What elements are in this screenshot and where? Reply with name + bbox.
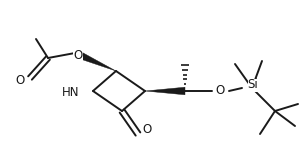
Text: HN: HN — [61, 86, 79, 99]
Text: O: O — [73, 49, 83, 62]
Text: Si: Si — [248, 79, 258, 91]
Text: O: O — [142, 123, 151, 136]
Text: O: O — [16, 74, 25, 86]
Polygon shape — [73, 49, 116, 71]
Text: O: O — [215, 84, 225, 97]
Polygon shape — [145, 87, 185, 95]
